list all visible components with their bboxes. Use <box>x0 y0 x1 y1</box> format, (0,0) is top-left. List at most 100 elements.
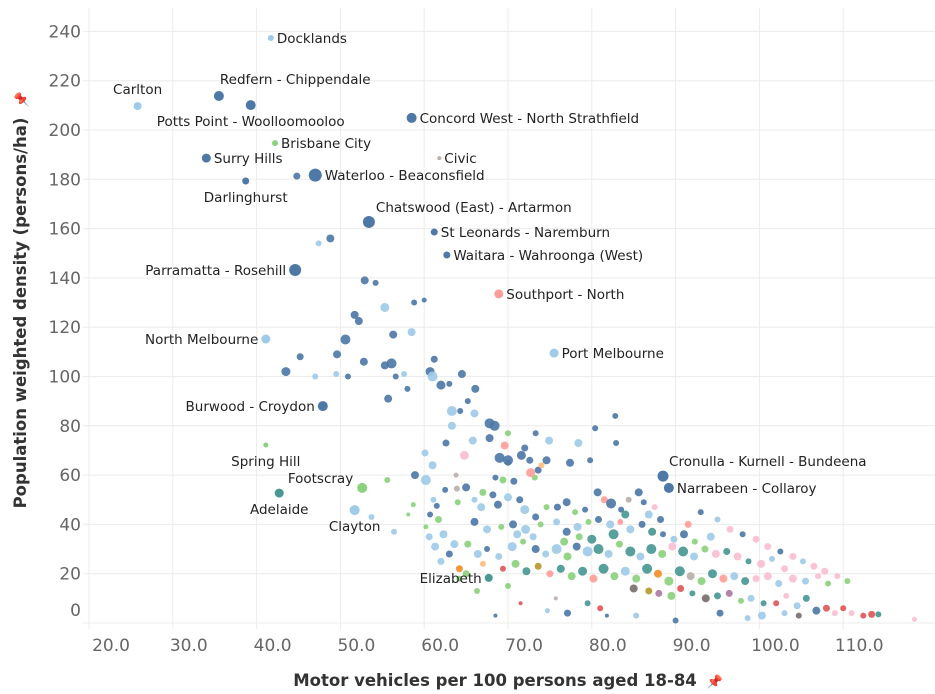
data-point[interactable] <box>716 609 724 617</box>
data-point[interactable] <box>431 542 440 551</box>
labeled-data-point[interactable] <box>657 470 669 482</box>
data-point[interactable] <box>574 439 583 448</box>
labeled-data-point[interactable] <box>437 156 442 161</box>
data-point[interactable] <box>781 610 788 617</box>
data-point[interactable] <box>281 367 291 377</box>
data-point[interactable] <box>492 474 499 481</box>
data-point[interactable] <box>642 563 653 574</box>
data-point[interactable] <box>470 517 479 526</box>
data-point[interactable] <box>425 533 433 541</box>
data-point[interactable] <box>597 605 604 612</box>
data-point[interactable] <box>572 542 581 551</box>
data-point[interactable] <box>499 565 506 572</box>
data-point[interactable] <box>707 569 717 579</box>
data-point[interactable] <box>354 317 363 326</box>
data-point[interactable] <box>391 528 398 535</box>
data-point[interactable] <box>777 548 784 555</box>
data-point[interactable] <box>423 524 429 530</box>
data-point[interactable] <box>725 589 733 597</box>
data-point[interactable] <box>545 436 554 445</box>
data-point[interactable] <box>617 518 624 525</box>
data-point[interactable] <box>690 552 699 561</box>
data-point[interactable] <box>567 572 576 581</box>
data-point[interactable] <box>815 573 822 580</box>
data-point[interactable] <box>744 615 751 622</box>
data-point[interactable] <box>584 600 591 607</box>
data-point[interactable] <box>454 499 461 506</box>
data-point[interactable] <box>686 572 695 581</box>
data-point[interactable] <box>848 610 855 617</box>
data-point[interactable] <box>733 552 742 561</box>
data-point[interactable] <box>821 567 829 575</box>
data-point[interactable] <box>604 549 613 558</box>
data-point[interactable] <box>499 476 507 484</box>
data-point[interactable] <box>456 575 463 582</box>
data-point[interactable] <box>446 380 453 387</box>
data-point[interactable] <box>620 566 630 576</box>
data-point[interactable] <box>757 611 766 620</box>
data-point[interactable] <box>411 299 418 306</box>
data-point[interactable] <box>587 534 597 544</box>
data-point[interactable] <box>401 371 408 378</box>
labeled-data-point[interactable] <box>245 100 256 111</box>
labeled-data-point[interactable] <box>494 289 504 299</box>
data-point[interactable] <box>516 496 524 504</box>
data-point[interactable] <box>505 583 511 590</box>
data-point[interactable] <box>430 355 438 363</box>
data-point[interactable] <box>585 518 592 525</box>
labeled-data-point[interactable] <box>484 573 493 582</box>
data-point[interactable] <box>626 525 635 534</box>
labeled-data-point[interactable] <box>357 482 368 493</box>
data-point[interactable] <box>757 559 766 568</box>
labeled-data-point[interactable] <box>349 505 360 516</box>
data-point[interactable] <box>697 509 704 516</box>
data-point[interactable] <box>604 613 609 618</box>
data-point[interactable] <box>840 605 847 612</box>
data-point[interactable] <box>775 580 783 588</box>
labeled-data-point[interactable] <box>289 264 302 277</box>
data-point[interactable] <box>296 353 304 361</box>
data-point[interactable] <box>825 580 832 587</box>
data-point[interactable] <box>542 550 550 558</box>
data-point[interactable] <box>768 555 775 562</box>
data-point[interactable] <box>593 488 602 497</box>
labeled-data-point[interactable] <box>242 177 250 185</box>
data-point[interactable] <box>522 567 531 576</box>
data-point[interactable] <box>606 520 615 529</box>
labeled-data-point[interactable] <box>663 482 674 493</box>
data-point[interactable] <box>860 612 867 619</box>
data-point[interactable] <box>464 398 471 405</box>
data-point[interactable] <box>788 574 797 583</box>
data-point[interactable] <box>610 572 619 581</box>
data-point[interactable] <box>500 441 509 450</box>
labeled-data-point[interactable] <box>406 112 417 123</box>
data-point[interactable] <box>521 444 529 452</box>
data-point[interactable] <box>420 475 431 486</box>
data-point[interactable] <box>433 502 440 509</box>
data-point[interactable] <box>582 546 593 557</box>
data-point[interactable] <box>747 594 755 602</box>
labeled-data-point[interactable] <box>133 102 142 111</box>
data-point[interactable] <box>445 550 453 558</box>
data-point[interactable] <box>360 276 369 285</box>
data-point[interactable] <box>701 545 709 553</box>
data-point[interactable] <box>608 529 619 540</box>
data-point[interactable] <box>789 552 797 560</box>
data-point[interactable] <box>529 533 537 541</box>
labeled-data-point[interactable] <box>443 251 451 259</box>
data-point[interactable] <box>566 458 575 467</box>
labeled-data-point[interactable] <box>267 35 274 42</box>
data-point[interactable] <box>543 504 550 511</box>
data-point[interactable] <box>773 600 780 607</box>
data-point[interactable] <box>844 578 851 585</box>
data-point[interactable] <box>911 616 917 622</box>
data-point[interactable] <box>660 531 667 538</box>
data-point[interactable] <box>504 493 512 502</box>
data-point[interactable] <box>542 456 551 465</box>
data-point[interactable] <box>764 543 772 551</box>
data-point[interactable] <box>592 425 599 432</box>
data-point[interactable] <box>598 563 609 574</box>
data-point[interactable] <box>340 334 351 345</box>
data-point[interactable] <box>471 384 480 393</box>
data-point[interactable] <box>516 450 526 460</box>
